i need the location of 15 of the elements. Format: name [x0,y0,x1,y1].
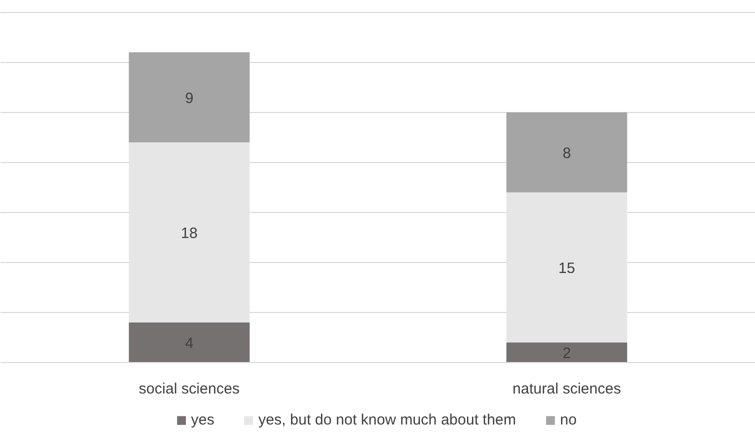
bar [506,112,628,192]
legend-label: no [560,412,578,428]
legend-label: yes, but do not know much about them [258,412,516,428]
x-tick-label: social sciences [138,380,240,398]
bar [506,342,628,362]
data-label: 8 [562,144,571,162]
data-label: 15 [558,260,576,277]
bar [128,322,250,362]
bar [128,52,250,142]
x-tick-label: natural sciences [512,380,621,398]
legend-label: yes [191,412,214,428]
data-label: 18 [180,224,198,242]
bar [506,192,628,342]
bar [128,142,250,322]
data-label: 9 [185,90,194,107]
